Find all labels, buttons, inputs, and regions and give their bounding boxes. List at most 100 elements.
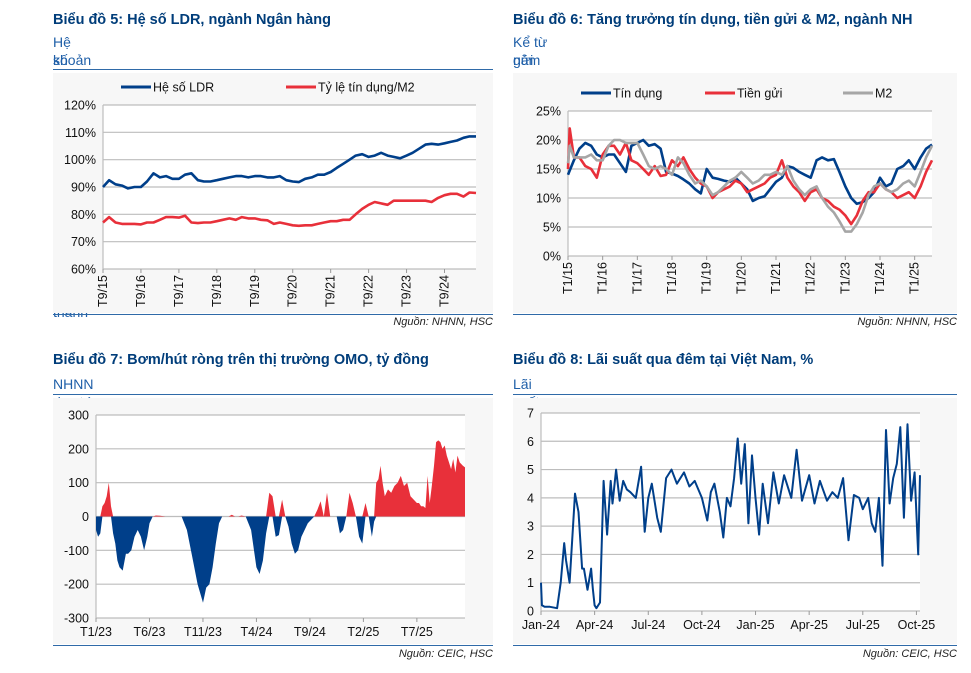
c6-xtick-label: T1/18 bbox=[665, 262, 679, 294]
c8-xtick-label: Jan-24 bbox=[522, 618, 560, 632]
chart-6-svg: 0% 5% 10% 15% 20% 25% T1/15 T1/16 T1/17 T1/18 T1/1… bbox=[536, 87, 934, 294]
c5-ytick-label: 110% bbox=[65, 126, 96, 140]
c8-xtick-label: Oct-25 bbox=[898, 618, 936, 632]
c6-ytick-label: 5% bbox=[543, 221, 561, 235]
c7-xtick-label: T6/23 bbox=[133, 625, 165, 639]
c8-plot-bg bbox=[541, 413, 920, 611]
c5-ytick-label: 100% bbox=[64, 153, 96, 167]
chart-6-subtitle-2: gửi bbox=[513, 52, 534, 68]
chart-5-source: Nguồn: NHNN, HSC bbox=[393, 316, 493, 328]
c5-xtick-label: T9/15 bbox=[96, 275, 110, 307]
c8-xtick-label: Apr-25 bbox=[790, 618, 828, 632]
chart-5-bottom-line bbox=[53, 314, 493, 315]
c8-xtick-label: Jan-25 bbox=[736, 618, 774, 632]
c6-legend-label-2: Tiền gửi bbox=[737, 87, 782, 101]
chart-5-subtitle-2: khoản bbox=[53, 52, 92, 68]
c5-ytick-label: 90% bbox=[71, 181, 96, 195]
c5-xtick-label: T9/21 bbox=[324, 275, 338, 307]
c8-ytick-label: 6 bbox=[527, 435, 534, 449]
c6-xtick-label: T1/20 bbox=[734, 262, 748, 294]
chart-7-svg: -300 -200 -100 0 100 200 300 T1/23 T6/23 T11/23 T4… bbox=[64, 409, 465, 639]
chart-5-title: Biểu đồ 5: Hệ số LDR, ngành Ngân hàng bbox=[53, 12, 331, 28]
c6-xtick-label: T1/16 bbox=[596, 262, 610, 294]
c5-series-2-line bbox=[102, 191, 477, 228]
c6-series-1-line bbox=[566, 138, 933, 206]
chart-6-title: Biểu đồ 6: Tăng trưởng tín dụng, tiền gử… bbox=[513, 12, 913, 28]
c7-xtick-label: T7/25 bbox=[401, 625, 433, 639]
c5-series-1-line bbox=[102, 135, 476, 190]
c5-xtick-label: T9/23 bbox=[400, 275, 414, 307]
c7-negative-area bbox=[96, 516, 465, 603]
c5-xtick-label: T9/24 bbox=[438, 275, 452, 307]
c6-series-3-line bbox=[566, 138, 934, 233]
c5-ytick-label: 60% bbox=[71, 263, 96, 277]
c8-ytick-label: 1 bbox=[527, 576, 534, 590]
chart-8-separator bbox=[513, 394, 957, 395]
chart-6-area: 0% 5% 10% 15% 20% 25% T1/15 T1/16 T1/17 T1/18 T1/1… bbox=[513, 73, 957, 313]
chart-5-separator bbox=[53, 69, 493, 70]
chart-8-bottom-line bbox=[513, 645, 957, 646]
c7-xtick-label: T11/23 bbox=[184, 625, 222, 639]
c8-xtick-label: Apr-24 bbox=[576, 618, 614, 632]
c6-legend-label-1: Tín dụng bbox=[613, 87, 662, 101]
c7-ytick-label: -200 bbox=[64, 578, 89, 592]
c7-ytick-label: 100 bbox=[68, 476, 89, 490]
c6-xtick-label: T1/23 bbox=[838, 262, 852, 294]
c8-ytick-label: 2 bbox=[527, 548, 534, 562]
chart-5-svg: 60% 70% 80% 90% 100% 110% 120% T9/15 T9/16 T9/17 T… bbox=[64, 81, 477, 307]
c6-ytick-label: 10% bbox=[536, 192, 561, 206]
c6-xtick-label: T1/25 bbox=[908, 262, 922, 294]
c5-xtick-label: T9/19 bbox=[248, 275, 262, 307]
c6-xtick-label: T1/21 bbox=[769, 262, 783, 294]
c6-ytick-label: 15% bbox=[536, 163, 561, 177]
c7-ytick-label: -100 bbox=[64, 544, 89, 558]
c8-xtick-label: Oct-24 bbox=[683, 618, 721, 632]
c5-xtick-label: T9/22 bbox=[362, 275, 376, 307]
chart-7-area: -300 -200 -100 0 100 200 300 T1/23 T6/23 T11/23 T4… bbox=[53, 398, 493, 644]
c6-xtick-label: T1/22 bbox=[804, 262, 818, 294]
c8-ytick-label: 3 bbox=[527, 520, 534, 534]
c7-xtick-label: T9/24 bbox=[294, 625, 326, 639]
c8-series-1-line bbox=[540, 423, 921, 610]
c6-xtick-label: T1/19 bbox=[700, 262, 714, 294]
c5-xtick-label: T9/16 bbox=[134, 275, 148, 307]
c6-xtick-label: T1/17 bbox=[630, 262, 644, 294]
c7-xtick-label: T4/24 bbox=[240, 625, 272, 639]
c8-ytick-label: 0 bbox=[527, 605, 534, 619]
c7-ytick-label: -300 bbox=[64, 612, 89, 626]
c6-ytick-label: 25% bbox=[536, 105, 561, 119]
c7-xtick-label: T2/25 bbox=[347, 625, 379, 639]
chart-7-source: Nguồn: CEIC, HSC bbox=[398, 648, 493, 660]
c6-ytick-label: 20% bbox=[536, 134, 561, 148]
c6-xtick-label: T1/15 bbox=[561, 262, 575, 294]
chart-7-bottom-line bbox=[53, 645, 493, 646]
c7-xtick-label: T1/23 bbox=[80, 625, 112, 639]
chart-5-area: 60% 70% 80% 90% 100% 110% 120% T9/15 T9/16 T9/17 T… bbox=[53, 73, 493, 313]
c6-plot-bg bbox=[568, 111, 932, 256]
chart-6-bottom-line bbox=[513, 314, 957, 315]
c5-xtick-label: T9/20 bbox=[286, 275, 300, 307]
chart-6-source: Nguồn: NHNN, HSC bbox=[857, 316, 957, 328]
c5-ytick-label: 80% bbox=[71, 208, 96, 222]
c7-ytick-label: 300 bbox=[68, 409, 89, 423]
c5-ytick-label: 120% bbox=[64, 99, 96, 113]
c8-ytick-label: 4 bbox=[527, 491, 534, 505]
chart-8-title: Biểu đồ 8: Lãi suất qua đêm tại Việt Nam… bbox=[513, 352, 814, 368]
chart-8-svg: 0 1 2 3 4 5 6 7 Jan-24 Apr-24 Jul-24 Oct-24 Jan-25 Ap… bbox=[522, 407, 936, 633]
c5-legend-label-2: Tỷ lệ tín dụng/M2 bbox=[318, 81, 415, 95]
chart-7-separator bbox=[53, 394, 493, 395]
c7-positive-area bbox=[96, 440, 465, 517]
c5-legend-label-1: Hệ số LDR bbox=[153, 81, 214, 95]
c8-xtick-label: Jul-25 bbox=[846, 618, 880, 632]
c6-ytick-label: 0% bbox=[543, 250, 561, 264]
c8-xtick-label: Jul-24 bbox=[631, 618, 665, 632]
c6-xtick-label: T1/24 bbox=[873, 262, 887, 294]
c8-ytick-label: 7 bbox=[527, 407, 534, 421]
c5-xtick-label: T9/17 bbox=[172, 275, 186, 307]
chart-8-area: 0 1 2 3 4 5 6 7 Jan-24 Apr-24 Jul-24 Oct-24 Jan-25 Ap… bbox=[513, 398, 957, 644]
chart-8-source: Nguồn: CEIC, HSC bbox=[862, 648, 957, 660]
c6-legend-label-3: M2 bbox=[875, 87, 892, 101]
c8-ytick-label: 5 bbox=[527, 463, 534, 477]
chart-7-title: Biểu đồ 7: Bơm/hút ròng trên thị trường … bbox=[53, 352, 429, 368]
c7-ytick-label: 0 bbox=[82, 510, 89, 524]
